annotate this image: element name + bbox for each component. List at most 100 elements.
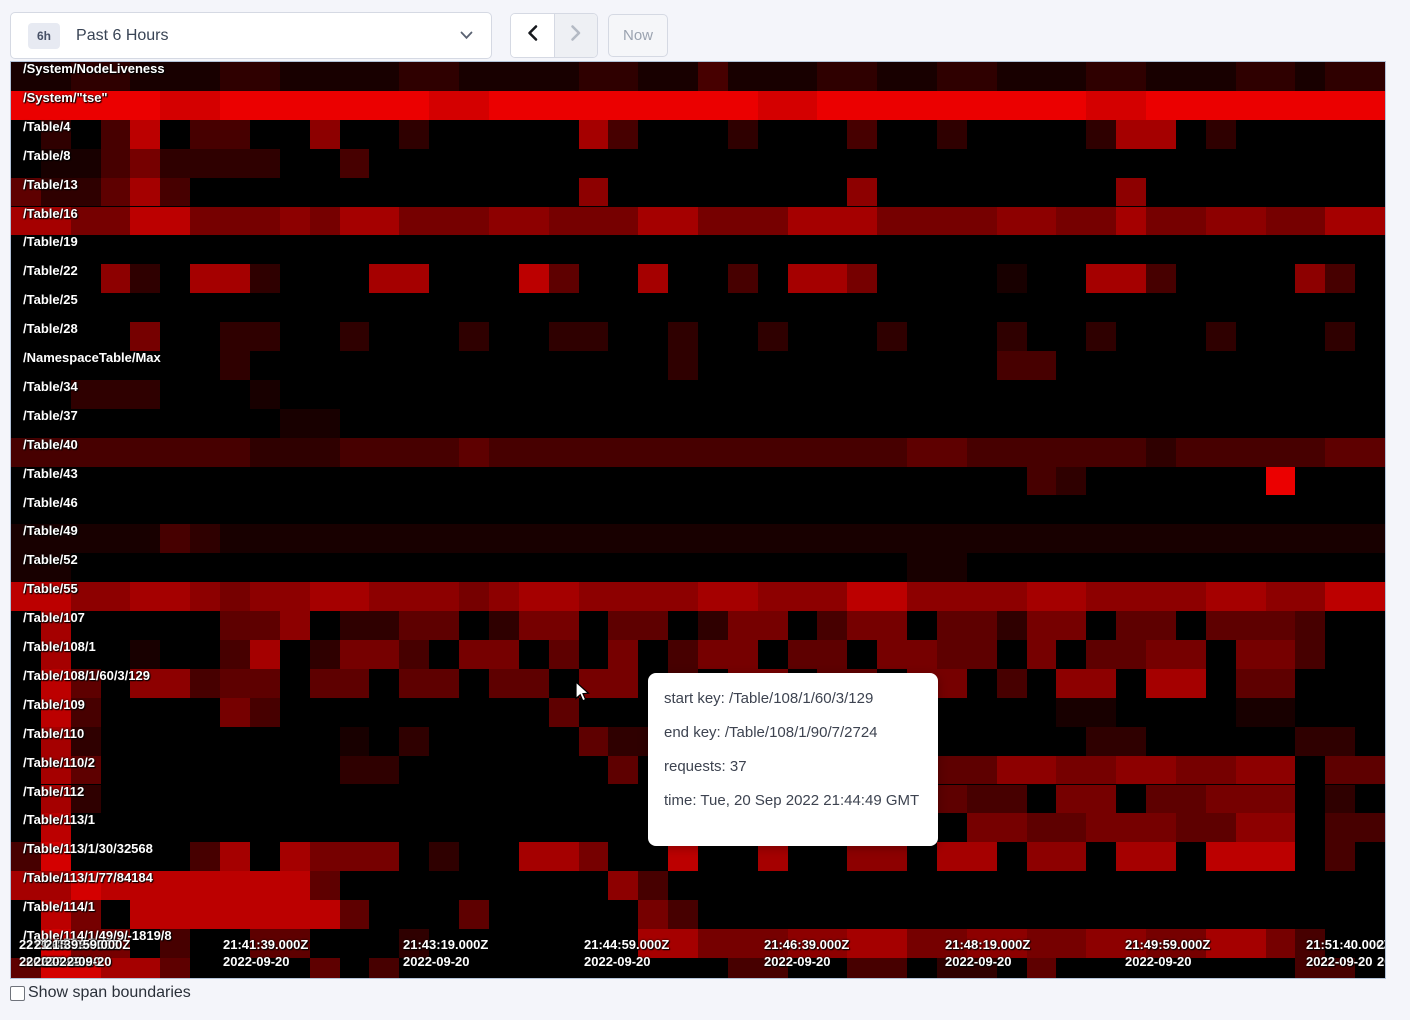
heatmap-cell[interactable] (130, 640, 161, 669)
heatmap-cell[interactable] (399, 611, 460, 640)
heatmap-cell[interactable] (578, 668, 639, 698)
heatmap-cell[interactable] (608, 437, 728, 467)
heatmap-cell[interactable] (936, 611, 997, 640)
show-span-boundaries-checkbox[interactable] (10, 985, 25, 1001)
heatmap-cell[interactable] (70, 62, 131, 91)
heatmap-cell[interactable] (638, 264, 669, 294)
heatmap-cell[interactable] (668, 900, 698, 929)
heatmap-cell[interactable] (369, 957, 400, 978)
heatmap-cell[interactable] (817, 62, 878, 91)
heatmap-cell[interactable] (996, 351, 1057, 380)
heatmap-cell[interactable] (339, 640, 400, 669)
heatmap-cell[interactable] (757, 322, 788, 351)
heatmap-cell[interactable] (996, 206, 1057, 236)
heatmap-cell[interactable] (1146, 437, 1176, 467)
heatmap-cell[interactable] (1146, 668, 1206, 698)
heatmap-cell[interactable] (40, 900, 71, 929)
heatmap-cell[interactable] (668, 842, 698, 872)
heatmap-cell[interactable] (757, 842, 788, 872)
heatmap-cell[interactable] (70, 379, 161, 409)
heatmap-cell[interactable] (40, 177, 101, 207)
heatmap-cell[interactable] (1026, 813, 1087, 843)
heatmap-cell[interactable] (1265, 466, 1296, 496)
heatmap-cell[interactable] (1205, 582, 1266, 612)
heatmap-cell[interactable] (160, 524, 191, 554)
heatmap-cell[interactable] (548, 697, 579, 727)
heatmap-cell[interactable] (11, 90, 1385, 120)
heatmap-cell[interactable] (1056, 784, 1117, 814)
heatmap-cell[interactable] (548, 264, 579, 294)
heatmap-cell[interactable] (249, 437, 340, 467)
heatmap-cell[interactable] (459, 582, 489, 612)
heatmap-cell[interactable] (936, 119, 967, 149)
heatmap-cell[interactable] (727, 611, 788, 640)
heatmap-cell[interactable] (966, 929, 1027, 958)
heatmap-cell[interactable] (1175, 813, 1236, 843)
heatmap-cell[interactable] (936, 957, 997, 978)
heatmap-cell[interactable] (309, 668, 370, 698)
heatmap-cell[interactable] (1325, 322, 1356, 351)
heatmap-cell[interactable] (1026, 929, 1087, 958)
heatmap-cell[interactable] (130, 582, 191, 612)
heatmap-cell[interactable] (40, 668, 71, 698)
heatmap-cell[interactable] (1116, 755, 1176, 785)
heatmap-cell[interactable] (966, 582, 997, 612)
heatmap-cell[interactable] (1086, 929, 1147, 958)
heatmap-cell[interactable] (309, 119, 340, 149)
heatmap-cell[interactable] (578, 177, 609, 207)
heatmap-cell[interactable] (1116, 119, 1176, 149)
heatmap-cell[interactable] (518, 611, 579, 640)
heatmap-cell[interactable] (429, 842, 460, 872)
heatmap-cell[interactable] (996, 264, 1027, 294)
heatmap-cell[interactable] (399, 119, 430, 149)
heatmap-cell[interactable] (488, 611, 519, 640)
heatmap-cell[interactable] (279, 611, 310, 640)
heatmap-cell[interactable] (339, 206, 400, 236)
heatmap-cell[interactable] (1295, 640, 1326, 669)
heatmap-cell[interactable] (668, 640, 698, 669)
heatmap-cell[interactable] (339, 900, 370, 929)
heatmap-cell[interactable] (638, 929, 698, 958)
heatmap-cell[interactable] (907, 437, 967, 467)
heatmap-cell[interactable] (190, 668, 221, 698)
heatmap-cell[interactable] (1086, 726, 1147, 756)
heatmap-cell[interactable] (220, 62, 280, 91)
heatmap-cell[interactable] (1146, 264, 1176, 294)
heatmap-cell[interactable] (1026, 582, 1087, 612)
heatmap-cell[interactable] (966, 813, 1027, 843)
heatmap-cell[interactable] (996, 755, 1057, 785)
heatmap-cell[interactable] (608, 611, 669, 640)
heatmap-cell[interactable] (1056, 668, 1117, 698)
heatmap-cell[interactable] (817, 611, 848, 640)
heatmap-cell[interactable] (459, 437, 489, 467)
heatmap-cell[interactable] (787, 640, 848, 669)
shift-back-button[interactable] (511, 14, 554, 57)
heatmap-cell[interactable] (1205, 322, 1236, 351)
heatmap-cell[interactable] (996, 322, 1027, 351)
heatmap-cell[interactable] (190, 842, 221, 872)
heatmap-cell[interactable] (70, 900, 101, 929)
heatmap-cell[interactable] (40, 813, 71, 843)
heatmap-cell[interactable] (548, 640, 579, 669)
heatmap-cell[interactable] (100, 871, 310, 901)
heatmap-cell[interactable] (548, 322, 609, 351)
heatmap-cell[interactable] (1325, 813, 1385, 843)
heatmap-cell[interactable] (11, 553, 71, 583)
heatmap-cell[interactable] (220, 697, 250, 727)
heatmap-cell[interactable] (160, 90, 221, 120)
heatmap-cell[interactable] (1086, 640, 1147, 669)
heatmap-cell[interactable] (1265, 929, 1296, 958)
heatmap-cell[interactable] (1325, 755, 1385, 785)
heatmap-cell[interactable] (757, 90, 818, 120)
shift-forward-button[interactable] (553, 14, 597, 57)
heatmap-cell[interactable] (1116, 177, 1147, 207)
heatmap-cell[interactable] (309, 842, 400, 872)
heatmap-cell[interactable] (11, 524, 1385, 554)
heatmap-cell[interactable] (1026, 466, 1057, 496)
heatmap-cell[interactable] (578, 842, 609, 872)
heatmap-cell[interactable] (339, 755, 400, 785)
heatmap-cell[interactable] (40, 784, 71, 814)
heatmap-cell[interactable] (847, 929, 908, 958)
heatmap-cell[interactable] (1235, 697, 1296, 727)
heatmap-cell[interactable] (70, 784, 101, 814)
